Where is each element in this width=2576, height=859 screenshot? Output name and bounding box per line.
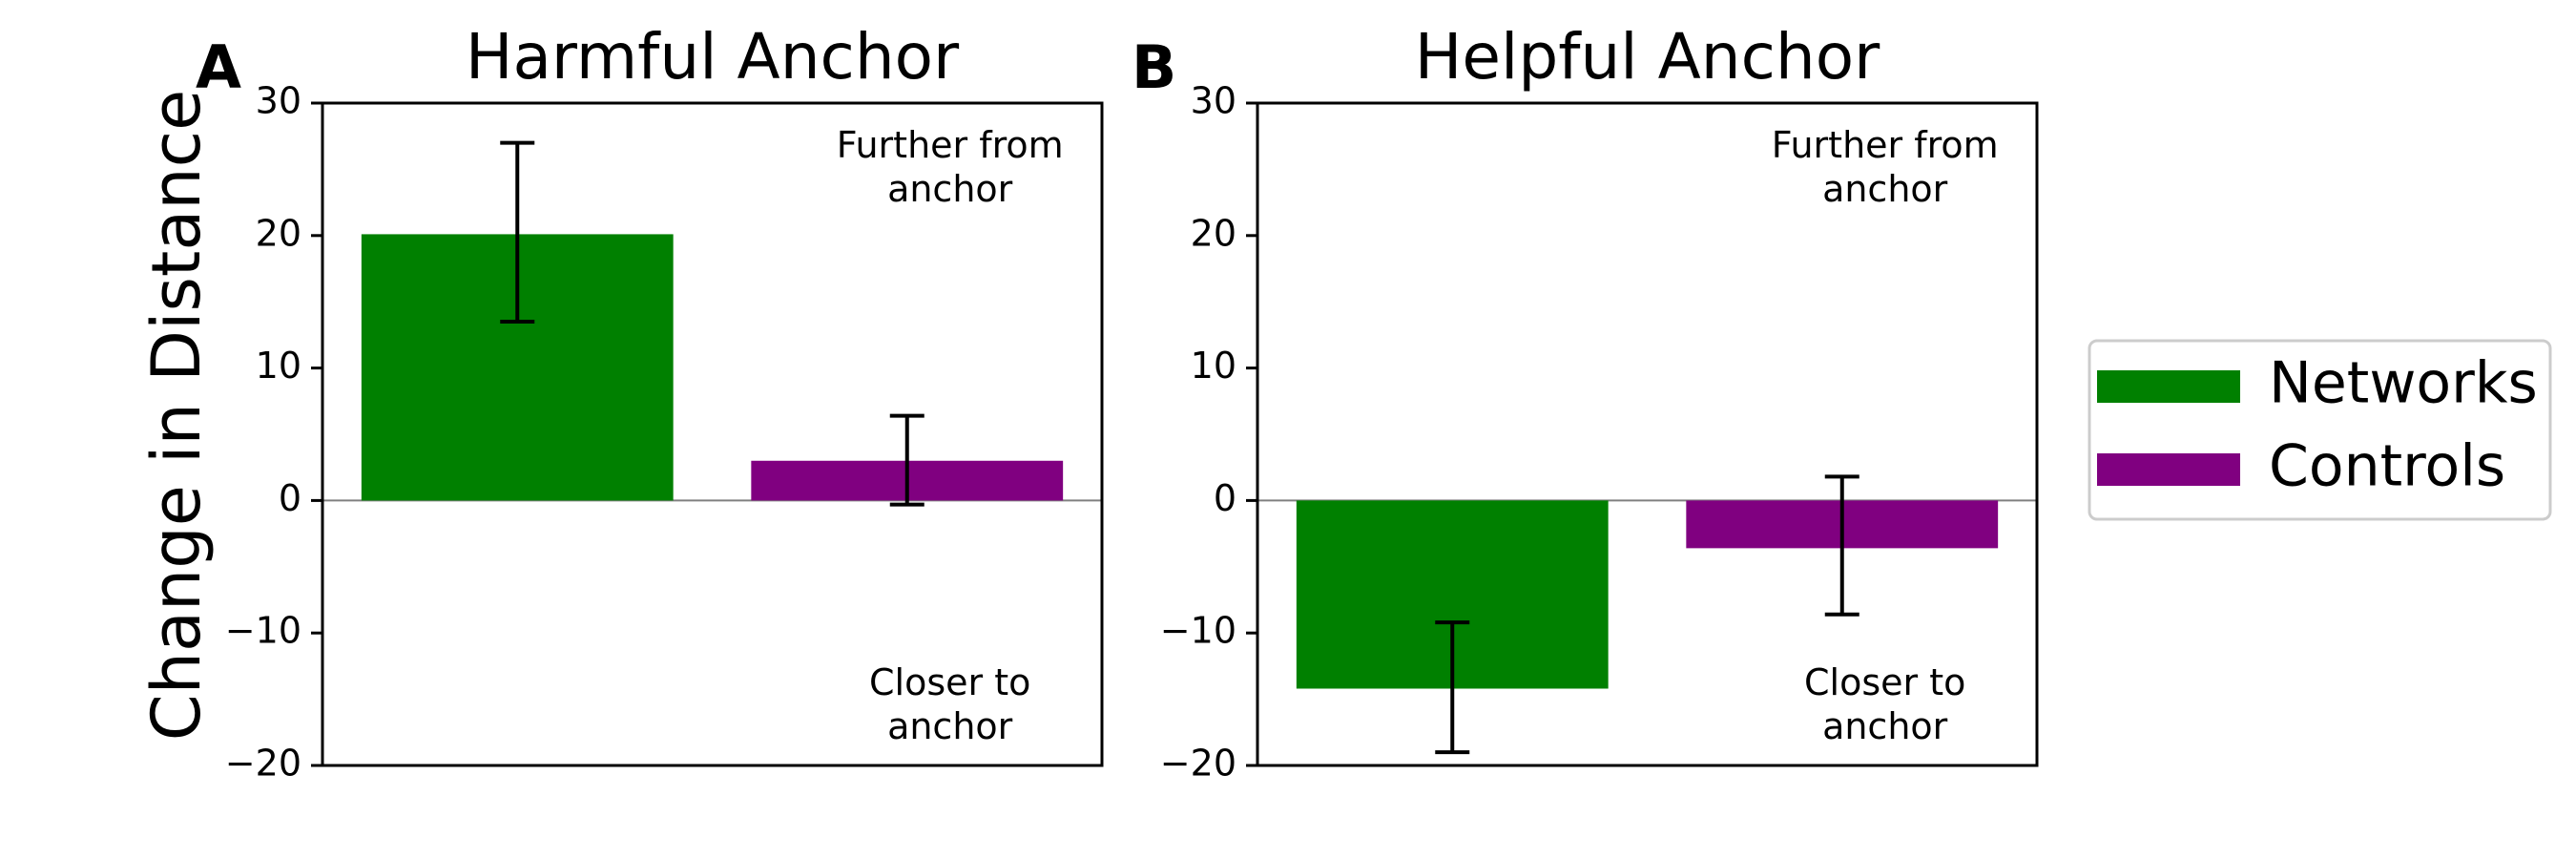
- panel-title: Harmful Anchor: [466, 20, 960, 94]
- annotation-closer: Closer to: [1804, 661, 1965, 703]
- y-tick-label: 30: [256, 80, 301, 122]
- panel-helpful-anchor: Helpful Anchor B 30 20 10 0 −10 −20 Further from…: [1132, 20, 2039, 785]
- legend-swatch-networks: [2097, 370, 2240, 403]
- annotation-further: Further from: [1772, 124, 1999, 166]
- panel-title: Helpful Anchor: [1415, 20, 1880, 94]
- y-tick-label: 20: [256, 212, 301, 254]
- y-tick-label: −20: [1160, 743, 1236, 785]
- annotation-further: Further from: [837, 124, 1064, 166]
- axes-frame: [321, 101, 1104, 767]
- annotation-closer: anchor: [887, 705, 1013, 747]
- annotation-further: anchor: [1822, 168, 1948, 210]
- y-tick-label: −20: [225, 743, 301, 785]
- legend-swatch-controls: [2097, 453, 2240, 486]
- y-tick-label: 20: [1191, 212, 1236, 254]
- legend-label-networks: Networks: [2269, 350, 2538, 417]
- y-tick-label: 10: [1191, 345, 1236, 387]
- y-axis-label: Change in Distance: [137, 90, 216, 741]
- annotation-closer: anchor: [1822, 705, 1948, 747]
- error-bar-networks: [1435, 620, 1470, 755]
- legend-label-controls: Controls: [2269, 433, 2505, 500]
- y-tick-label: 0: [1214, 477, 1236, 519]
- y-tick-label: −10: [225, 610, 301, 652]
- legend: Networks Controls: [2088, 339, 2552, 521]
- panel-letter: B: [1132, 32, 1176, 102]
- annotation-further: anchor: [887, 168, 1013, 210]
- y-tick-label: 0: [279, 477, 301, 519]
- panel-letter: A: [196, 32, 241, 102]
- y-tick-label: 30: [1191, 80, 1236, 122]
- y-tick-label: −10: [1160, 610, 1236, 652]
- axes-frame: [1256, 101, 2039, 767]
- error-bar-controls: [1824, 474, 1859, 617]
- y-tick-label: 10: [256, 345, 301, 387]
- error-bar-controls: [889, 413, 924, 507]
- annotation-closer: Closer to: [869, 661, 1030, 703]
- panel-harmful-anchor: Harmful Anchor A 30 20 10 0 −10 −20 Further from…: [196, 20, 1104, 785]
- error-bar-networks: [500, 140, 535, 325]
